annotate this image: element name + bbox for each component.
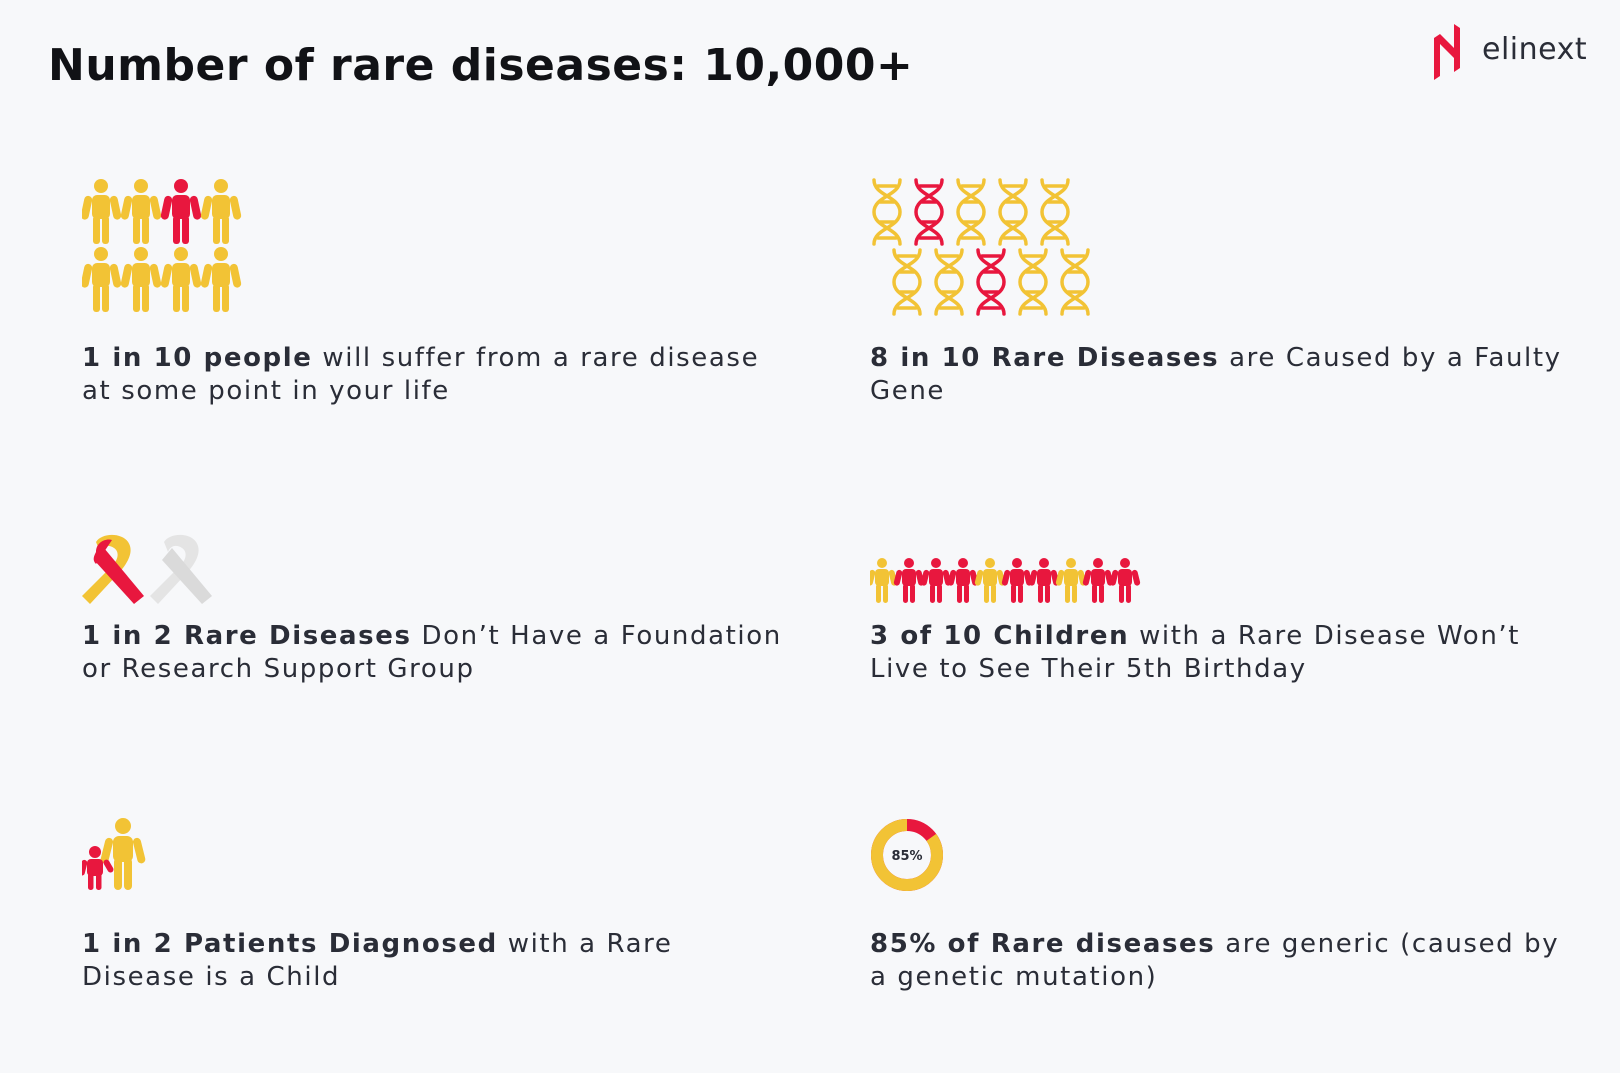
brand-logo: elinext (1432, 22, 1602, 82)
stat-caption: 1 in 2 Rare Diseases Don’t Have a Founda… (82, 621, 782, 684)
children-row-icon (870, 558, 1141, 603)
dna-grid-icon (872, 178, 1090, 316)
stat-caption: 85% of Rare diseases are generic (caused… (870, 929, 1560, 992)
stat-caption: 3 of 10 Children with a Rare Disease Won… (870, 621, 1521, 684)
stat-patients: 1 in 2 Patients Diagnosed with a Rare Di… (82, 818, 782, 998)
stat-generic: 85% 85% of Rare diseases are generic (ca… (870, 818, 1570, 998)
elinext-logo-icon (1434, 24, 1460, 80)
awareness-ribbon-icon (82, 534, 212, 604)
stat-caption: 1 in 2 Patients Diagnosed with a Rare Di… (82, 929, 673, 992)
page-title: Number of rare diseases: 10,000+ (48, 40, 914, 91)
stat-genes: 8 in 10 Rare Diseases are Caused by a Fa… (870, 178, 1570, 428)
brand-name: elinext (1482, 32, 1588, 67)
people-grid-icon (82, 179, 242, 312)
stat-people: 1 in 10 people will suffer from a rare d… (82, 178, 782, 428)
stat-children: 3 of 10 Children with a Rare Disease Won… (870, 558, 1570, 718)
donut-fill (871, 819, 943, 891)
donut-label: 85% (891, 849, 922, 864)
stat-ribbons: 1 in 2 Rare Diseases Don’t Have a Founda… (82, 534, 782, 714)
stat-caption: 1 in 10 people will suffer from a rare d… (82, 343, 760, 406)
donut-chart-icon: 85% (871, 819, 943, 891)
adult-child-icon (82, 818, 146, 890)
stat-caption: 8 in 10 Rare Diseases are Caused by a Fa… (870, 343, 1562, 406)
